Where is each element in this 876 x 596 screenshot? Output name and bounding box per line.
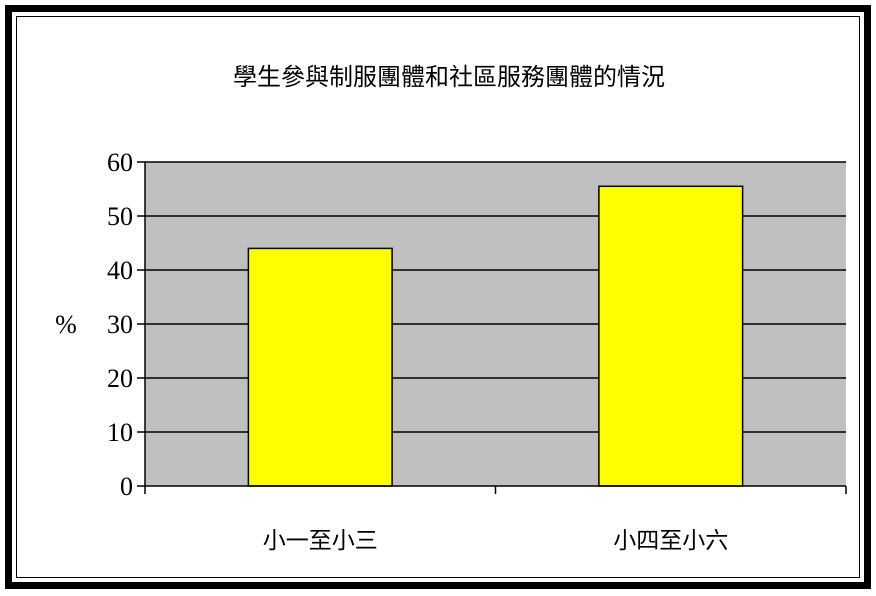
x-category-label-2: 小四至小六 (613, 528, 728, 554)
y-axis-label: % (55, 310, 77, 339)
bar-1 (247, 247, 393, 487)
y-tick-label-50: 50 (107, 202, 133, 231)
y-tick-label-20: 20 (107, 364, 133, 393)
y-tick-label-30: 30 (107, 310, 133, 339)
bar-2 (598, 185, 744, 487)
x-category-labels: 小一至小三 小四至小六 (263, 528, 729, 554)
y-tick-label-0: 0 (120, 472, 133, 501)
axes (137, 161, 847, 494)
y-tick-label-10: 10 (107, 418, 133, 447)
x-category-label-1: 小一至小三 (263, 528, 378, 554)
y-tick-labels: 0 10 20 30 40 50 60 (107, 148, 133, 501)
chart-inner-border (16, 16, 860, 578)
y-tick-label-40: 40 (107, 256, 133, 285)
bars (247, 185, 744, 487)
chart-title: 學生參與制服團體和社區服務團體的情況 (233, 63, 665, 91)
y-tick-label-60: 60 (107, 148, 133, 177)
